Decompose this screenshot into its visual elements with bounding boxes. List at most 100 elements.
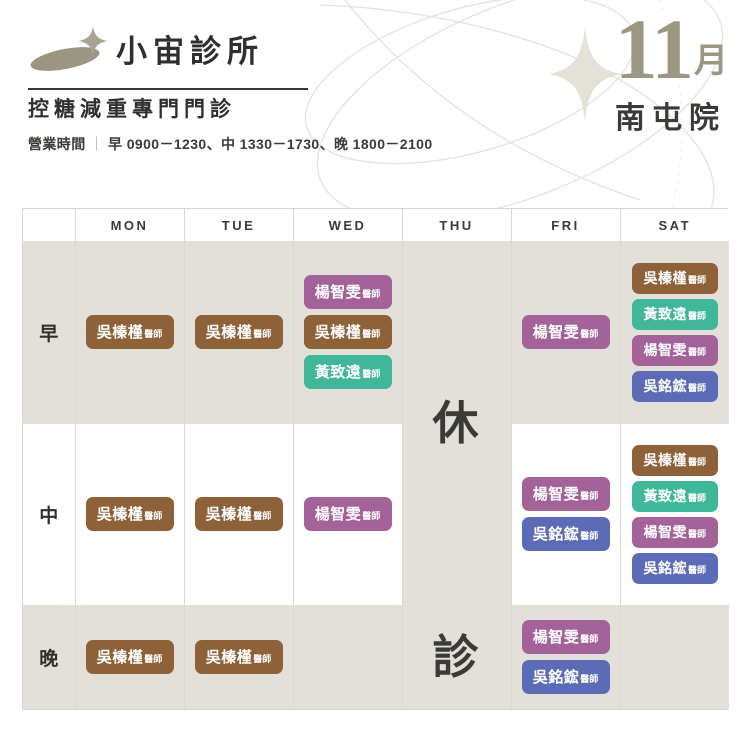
business-hours: 營業時間｜早 0900－1230、中 1330－1730、晚 1800－2100 <box>28 134 432 154</box>
doctor-badge[interactable]: 吳榛槿 醫師 <box>303 315 392 350</box>
badge-stack: 楊智雯 醫師 吳銘鋐 醫師 <box>516 477 616 552</box>
doctor-title: 醫師 <box>362 329 381 340</box>
cell-mon-evening[interactable]: 吳榛槿 醫師 <box>74 604 184 709</box>
cell-tue-morning[interactable]: 吳榛槿 醫師 <box>183 241 293 424</box>
doctor-badge[interactable]: 吳榛槿 醫師 <box>85 497 174 532</box>
doctor-title: 醫師 <box>687 382 706 393</box>
logo-sparkle-icon <box>78 26 108 56</box>
badge-stack: 吳榛槿 醫師 <box>80 640 180 675</box>
doctor-title: 醫師 <box>687 310 706 321</box>
doctor-badge[interactable]: 楊智雯 醫師 <box>631 334 718 366</box>
cell-tue-noon[interactable]: 吳榛槿 醫師 <box>183 422 293 606</box>
doctor-badge[interactable]: 黃致遠 醫師 <box>303 355 392 390</box>
time-label-morning: 早 <box>23 241 75 424</box>
doctor-badge[interactable]: 吳銘鋐 醫師 <box>521 660 610 695</box>
cell-wed-morning[interactable]: 楊智雯 醫師 吳榛槿 醫師 黃致遠 醫師 <box>292 241 402 424</box>
day-header-row: MON TUE WED THU FRI SAT <box>23 209 729 242</box>
doctor-badge[interactable]: 楊智雯 醫師 <box>303 275 392 310</box>
doctor-title: 醫師 <box>580 634 599 645</box>
doctor-name: 楊智雯 <box>643 341 687 358</box>
cell-thu-closed-upper: 休 <box>401 241 511 606</box>
doctor-title: 醫師 <box>580 491 599 502</box>
month-line: 11 月 <box>614 1 728 97</box>
doctor-name: 吳榛槿 <box>643 269 687 286</box>
doctor-badge[interactable]: 黃致遠 醫師 <box>631 298 718 330</box>
doctor-badge[interactable]: 楊智雯 醫師 <box>521 315 610 350</box>
doctor-badge[interactable]: 黃致遠 醫師 <box>631 480 718 512</box>
doctor-title: 醫師 <box>687 274 706 285</box>
doctor-name: 黃致遠 <box>314 364 362 382</box>
doctor-badge[interactable]: 吳銘鋐 醫師 <box>631 552 718 584</box>
schedule-head: MON TUE WED THU FRI SAT <box>23 209 729 242</box>
cell-sat-noon[interactable]: 吳榛槿 醫師 黃致遠 醫師 楊智雯 醫師 吳銘鋐 醫師 <box>619 422 729 606</box>
doctor-title: 醫師 <box>687 564 706 575</box>
doctor-badge[interactable]: 吳榛槿 醫師 <box>194 640 283 675</box>
month-number: 11 <box>614 1 694 97</box>
doctor-badge[interactable]: 吳榛槿 醫師 <box>85 315 174 350</box>
cell-mon-morning[interactable]: 吳榛槿 醫師 <box>74 241 184 424</box>
table-corner-cell <box>23 209 75 242</box>
cell-sat-morning[interactable]: 吳榛槿 醫師 黃致遠 醫師 楊智雯 醫師 吳銘鋐 醫師 <box>619 241 729 424</box>
day-header-fri: FRI <box>510 209 620 242</box>
cell-mon-noon[interactable]: 吳榛槿 醫師 <box>74 422 184 606</box>
doctor-name: 吳榛槿 <box>96 324 144 342</box>
doctor-title: 醫師 <box>144 511 163 522</box>
cell-fri-evening[interactable]: 楊智雯 醫師吳銘鋐 醫師 <box>510 604 620 709</box>
doctor-name: 吳銘鋐 <box>643 377 687 394</box>
doctor-title: 醫師 <box>253 511 272 522</box>
doctor-title: 醫師 <box>687 528 706 539</box>
month-sparkle-icon <box>548 26 621 122</box>
doctor-name: 吳榛槿 <box>96 649 144 667</box>
badge-stack: 吳榛槿 醫師 <box>189 497 289 532</box>
doctor-badge[interactable]: 楊智雯 醫師 <box>521 477 610 512</box>
day-header-mon: MON <box>74 209 184 242</box>
doctor-badge[interactable]: 吳榛槿 醫師 <box>194 497 283 532</box>
time-label-noon: 中 <box>23 422 75 606</box>
doctor-badge[interactable]: 吳榛槿 醫師 <box>631 444 718 476</box>
day-header-thu: THU <box>401 209 511 242</box>
month-block: 11 月 南屯院 <box>548 1 728 137</box>
doctor-name: 吳榛槿 <box>205 324 253 342</box>
doctor-badge[interactable]: 吳榛槿 醫師 <box>631 262 718 294</box>
doctor-title: 醫師 <box>687 346 706 357</box>
clinic-tagline: 控糖減重專門門診 <box>28 98 236 121</box>
doctor-name: 楊智雯 <box>532 629 580 647</box>
clinic-logo <box>28 24 114 78</box>
cell-wed-evening[interactable] <box>292 604 402 709</box>
doctor-name: 吳榛槿 <box>96 506 144 524</box>
business-hours-label: 營業時間 <box>28 136 86 152</box>
doctor-badge[interactable]: 楊智雯 醫師 <box>303 497 392 532</box>
doctor-name: 黃致遠 <box>643 487 687 504</box>
doctor-badge[interactable]: 楊智雯 醫師 <box>521 620 610 655</box>
cell-tue-evening[interactable]: 吳榛槿 醫師 <box>183 604 293 709</box>
badge-stack: 楊智雯 醫師 吳榛槿 醫師 黃致遠 醫師 <box>298 275 398 390</box>
doctor-badge[interactable]: 吳銘鋐 醫師 <box>631 370 718 402</box>
day-header-tue: TUE <box>183 209 293 242</box>
business-hours-value: 早 0900－1230、中 1330－1730、晚 1800－2100 <box>108 136 433 152</box>
day-header-wed: WED <box>292 209 402 242</box>
badge-stack: 吳榛槿 醫師 <box>80 315 180 350</box>
badge-stack: 吳榛槿 醫師 黃致遠 醫師 楊智雯 醫師 吳銘鋐 醫師 <box>625 262 726 402</box>
closed-glyph-clinic: 診 <box>432 631 481 684</box>
brand-divider <box>28 88 308 90</box>
doctor-badge[interactable]: 吳銘鋐 醫師 <box>521 517 610 552</box>
doctor-badge[interactable]: 吳榛槿 醫師 <box>85 640 174 675</box>
doctor-title: 醫師 <box>144 329 163 340</box>
doctor-badge[interactable]: 吳榛槿 醫師 <box>194 315 283 350</box>
doctor-name: 吳銘鋐 <box>532 526 580 544</box>
cell-fri-morning[interactable]: 楊智雯 醫師 <box>510 241 620 424</box>
doctor-title: 醫師 <box>362 289 381 300</box>
badge-stack: 吳榛槿 醫師 <box>80 497 180 532</box>
doctor-badge[interactable]: 楊智雯 醫師 <box>631 516 718 548</box>
badge-stack: 吳榛槿 醫師 黃致遠 醫師 楊智雯 醫師 吳銘鋐 醫師 <box>625 444 726 584</box>
cell-wed-noon[interactable]: 楊智雯 醫師 <box>292 422 402 606</box>
doctor-title: 醫師 <box>144 654 163 665</box>
cell-fri-noon[interactable]: 楊智雯 醫師 吳銘鋐 醫師 <box>510 422 620 606</box>
cell-sat-evening[interactable] <box>619 604 729 709</box>
doctor-title: 醫師 <box>362 511 381 522</box>
doctor-title: 醫師 <box>687 492 706 503</box>
doctor-title: 醫師 <box>362 369 381 380</box>
doctor-name: 楊智雯 <box>314 506 362 524</box>
doctor-title: 醫師 <box>253 329 272 340</box>
badge-stack: 吳榛槿 醫師 <box>189 640 289 675</box>
